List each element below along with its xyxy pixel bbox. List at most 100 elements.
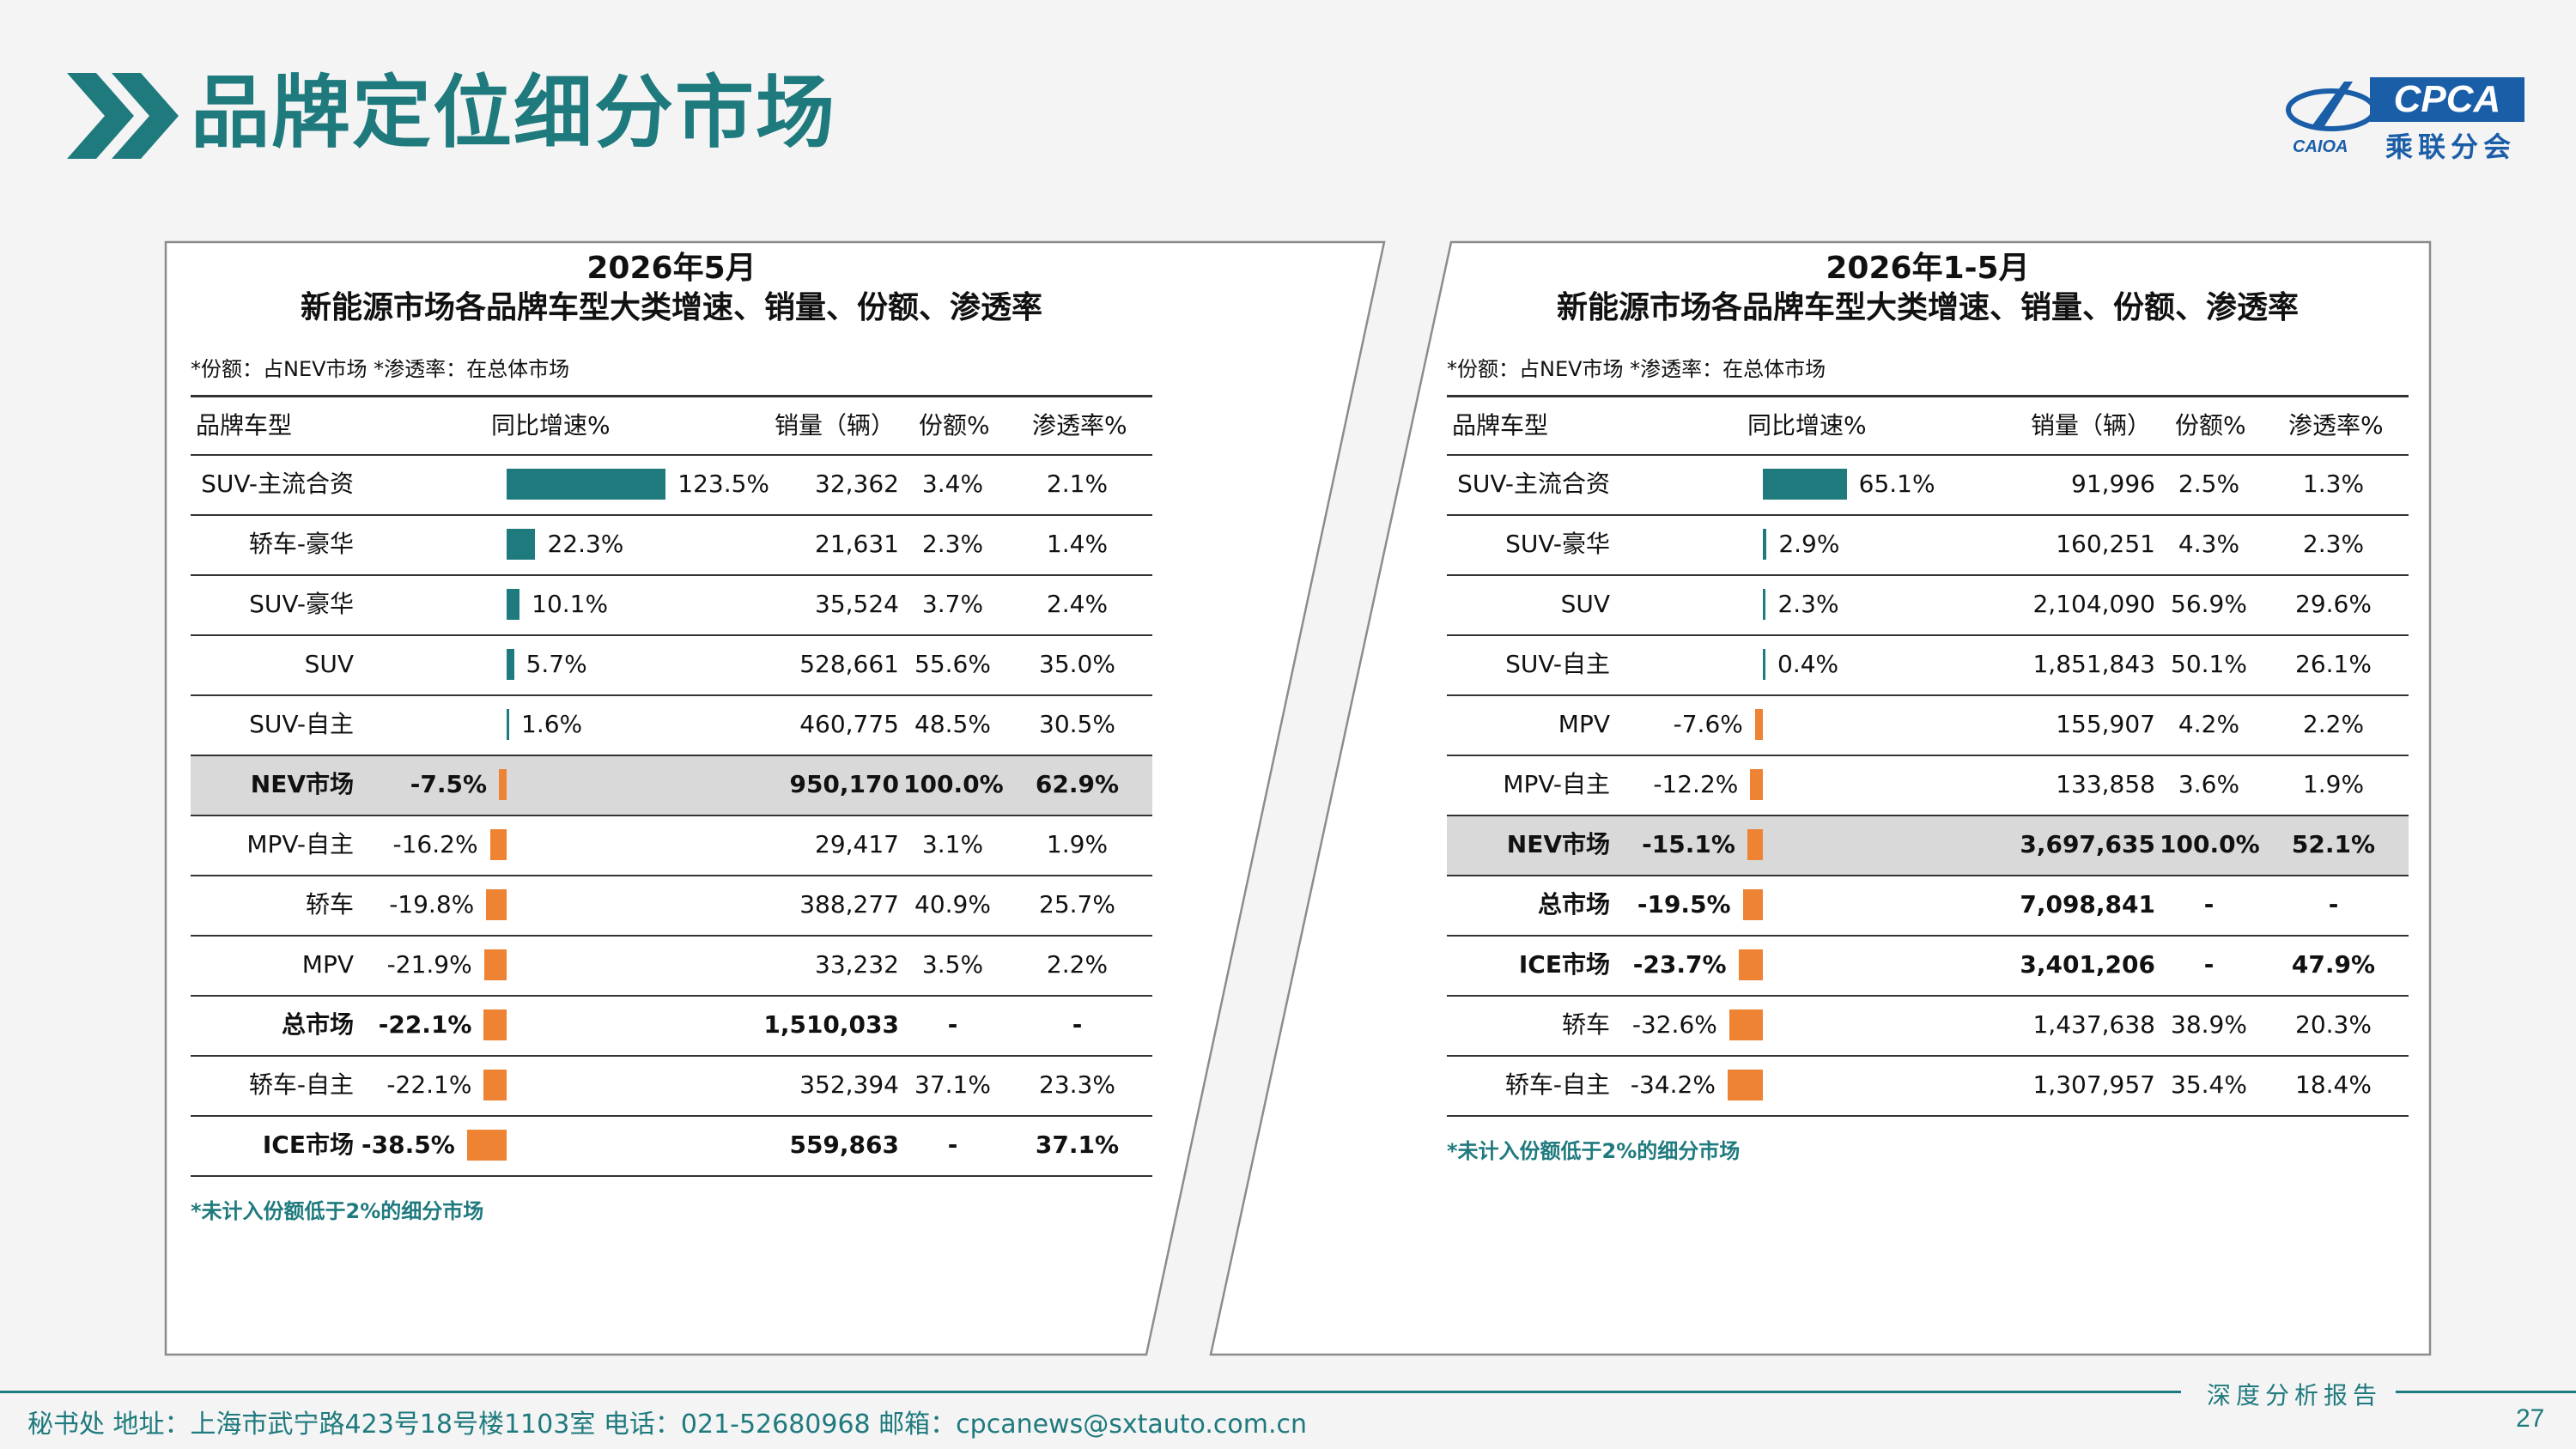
- table-row: SUV 2.3% 2,104,090 56.9% 29.6%: [1447, 576, 2409, 634]
- penetration-value: 2.2%: [2302, 710, 2365, 738]
- panel-title-desc: 新能源市场各品牌车型大类增速、销量、份额、渗透率: [1556, 290, 2299, 325]
- table-row: MPV -7.6% 155,907 4.2% 2.2%: [1447, 696, 2409, 755]
- row-rule: [191, 634, 1152, 636]
- row-name: 轿车-豪华: [248, 530, 354, 558]
- row-name: 轿车: [1561, 1010, 1610, 1039]
- share-value: 3.7%: [921, 590, 984, 618]
- table-row: 总市场 -22.1% 1,510,033 - -: [191, 997, 1152, 1055]
- table-row: SUV-主流合资 65.1% 91,996 2.5% 1.3%: [1447, 456, 2409, 514]
- growth-label: -32.6%: [1631, 1010, 1717, 1039]
- footer-divider-right: [2396, 1391, 2576, 1393]
- growth-bar: [1727, 1070, 1763, 1100]
- sales-value: 1,851,843: [2032, 650, 2155, 678]
- table-top-rule: [191, 395, 1152, 397]
- table-row: MPV-自主 -12.2% 133,858 3.6% 1.9%: [1447, 756, 2409, 815]
- column-header: 销量（辆）: [775, 411, 896, 440]
- sales-value: 21,631: [815, 530, 899, 558]
- table-row: MPV-自主 -16.2% 29,417 3.1% 1.9%: [191, 816, 1152, 875]
- sales-value: 3,697,635: [2020, 830, 2155, 858]
- row-name: MPV: [1558, 710, 1610, 738]
- sales-value: 950,170: [789, 770, 899, 798]
- row-rule: [191, 1175, 1152, 1177]
- row-name: SUV-豪华: [249, 590, 354, 618]
- growth-label: -23.7%: [1632, 950, 1727, 979]
- sales-value: 35,524: [815, 590, 899, 618]
- row-name: SUV-主流合资: [1457, 470, 1610, 498]
- growth-bar: [1742, 889, 1763, 920]
- row-rule: [1447, 815, 2409, 816]
- share-value: 35.4%: [2171, 1070, 2247, 1099]
- penetration-value: 23.3%: [1039, 1070, 1115, 1099]
- growth-label: 1.6%: [521, 710, 583, 738]
- penetration-value: 2.2%: [1046, 950, 1109, 979]
- growth-label: -19.5%: [1637, 890, 1731, 919]
- growth-bar: [499, 769, 507, 800]
- column-header: 同比增速%: [491, 411, 611, 440]
- growth-bar: [507, 469, 666, 500]
- row-rule: [1447, 634, 2409, 636]
- share-value: 4.3%: [2178, 530, 2240, 558]
- sales-value: 155,907: [2056, 710, 2155, 738]
- growth-label: 2.9%: [1778, 530, 1840, 558]
- penetration-value: -: [2328, 890, 2339, 919]
- share-value: 2.3%: [921, 530, 984, 558]
- row-rule: [191, 935, 1152, 937]
- growth-label: 5.7%: [526, 650, 587, 678]
- column-header: 同比增速%: [1747, 411, 1867, 440]
- row-rule: [191, 694, 1152, 696]
- row-rule: [191, 755, 1152, 756]
- column-header: 品牌车型: [1452, 411, 1549, 440]
- sales-value: 33,232: [815, 950, 899, 979]
- sales-value: 133,858: [2056, 770, 2155, 798]
- share-value: 100.0%: [2160, 830, 2260, 858]
- sales-value: 352,394: [799, 1070, 899, 1099]
- penetration-value: 18.4%: [2295, 1070, 2372, 1099]
- share-value: 40.9%: [914, 890, 991, 919]
- row-name: 轿车: [305, 890, 354, 919]
- share-value: 37.1%: [914, 1070, 991, 1099]
- sales-value: 528,661: [799, 650, 899, 678]
- panel-note: *份额：占NEV市场 *渗透率：在总体市场: [1447, 357, 1826, 381]
- growth-label: -7.6%: [1673, 710, 1743, 738]
- growth-label: 65.1%: [1858, 470, 1935, 498]
- growth-label: 22.3%: [547, 530, 624, 558]
- panel-footnote: *未计入份额低于2%的细分市场: [191, 1199, 484, 1223]
- table-row: MPV -21.9% 33,232 3.5% 2.2%: [191, 937, 1152, 995]
- share-value: 50.1%: [2171, 650, 2247, 678]
- growth-bar: [1763, 469, 1847, 500]
- column-header: 份额%: [919, 411, 990, 440]
- sales-value: 3,401,206: [2020, 950, 2155, 979]
- sales-value: 7,098,841: [2020, 890, 2155, 919]
- share-value: -: [2203, 890, 2215, 919]
- row-rule: [191, 815, 1152, 816]
- row-rule: [1447, 875, 2409, 876]
- logo-cn-text: 乘联分会: [2385, 130, 2517, 163]
- table-top-rule: [1447, 395, 2409, 397]
- growth-bar: [507, 649, 514, 680]
- row-name: ICE市场: [1518, 950, 1610, 979]
- column-header: 渗透率%: [1032, 411, 1127, 440]
- penetration-value: 25.7%: [1039, 890, 1115, 919]
- sales-value: 388,277: [799, 890, 899, 919]
- row-name: MPV: [301, 950, 354, 979]
- row-rule: [1447, 935, 2409, 937]
- penetration-value: 1.9%: [1046, 830, 1109, 858]
- row-name: MPV-自主: [246, 830, 354, 858]
- row-name: SUV: [304, 650, 354, 678]
- row-name: SUV-主流合资: [201, 470, 354, 498]
- row-name: MPV-自主: [1503, 770, 1610, 798]
- page-number: 27: [2516, 1404, 2545, 1433]
- growth-label: -15.1%: [1642, 830, 1735, 858]
- share-value: 38.9%: [2171, 1010, 2247, 1039]
- sales-value: 559,863: [789, 1131, 899, 1159]
- row-name: 总市场: [1537, 890, 1610, 919]
- growth-label: -34.2%: [1630, 1070, 1716, 1099]
- penetration-value: 26.1%: [2295, 650, 2372, 678]
- penetration-value: 2.3%: [2302, 530, 2365, 558]
- sales-value: 29,417: [815, 830, 899, 858]
- table-row: ICE市场 -38.5% 559,863 - 37.1%: [191, 1117, 1152, 1175]
- table-row: SUV-自主 1.6% 460,775 48.5% 30.5%: [191, 696, 1152, 755]
- column-header: 销量（辆）: [2031, 411, 2152, 440]
- row-name: SUV-自主: [1505, 650, 1610, 678]
- sales-value: 160,251: [2056, 530, 2155, 558]
